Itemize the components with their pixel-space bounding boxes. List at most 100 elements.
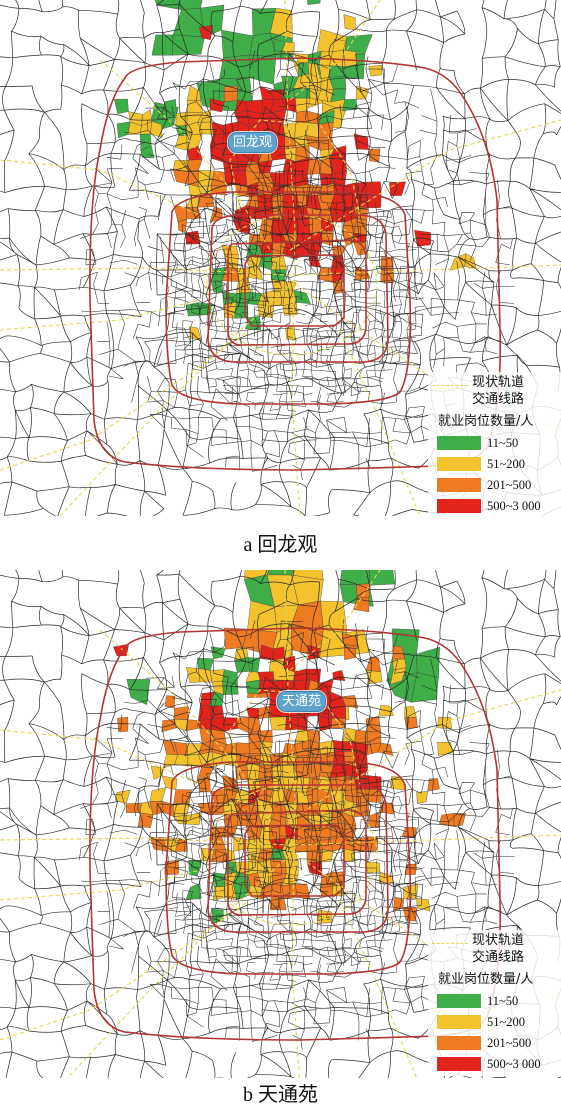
rail-transit-line <box>0 299 201 331</box>
employment-zone-class-3 <box>174 706 189 720</box>
employment-zone-class-1 <box>234 302 249 319</box>
legend-swatch-class-3 <box>437 1036 481 1050</box>
rail-transit-line <box>0 264 561 276</box>
legend-title: 就业岗位数量/人 <box>438 414 534 429</box>
employment-zone-class-4 <box>282 193 299 207</box>
employment-zone-class-2 <box>416 791 428 804</box>
rail-transit-line <box>289 119 561 251</box>
employment-zone-class-2 <box>285 325 296 340</box>
legend-rail-label-line2: 交通线路 <box>472 950 525 965</box>
caption-a: a 回龙观 <box>243 534 318 556</box>
employment-zone-class-2 <box>282 302 298 316</box>
employment-zone-class-3 <box>248 741 262 754</box>
legend-swatch-class-4 <box>437 1057 481 1071</box>
employment-zone-class-3 <box>137 812 154 828</box>
rail-transit-line <box>339 899 418 1078</box>
map-panel-a: 回龙观 现状轨道 交通线路 就业岗位数量/人 11~50 51~200 201~… <box>0 0 561 516</box>
map-panel-b: 天通苑 现状轨道 交通线路 就业岗位数量/人 11~50 51~200 201~… <box>0 570 561 1078</box>
ring-road <box>165 191 412 405</box>
employment-zone-class-1 <box>293 289 311 304</box>
legend-label-class-3: 201~500 <box>487 1036 532 1050</box>
rail-transit-line <box>229 689 361 786</box>
legend-title: 就业岗位数量/人 <box>438 972 534 987</box>
employment-zone-class-3 <box>164 695 176 709</box>
legend-rail-label-line2: 交通线路 <box>472 392 525 407</box>
employment-zones <box>113 570 466 925</box>
rail-transit-line <box>339 329 421 516</box>
legend-label-class-4: 500~3 000 <box>487 1057 541 1071</box>
legend-swatch-class-1 <box>437 436 481 450</box>
employment-zone-class-3 <box>117 716 129 733</box>
employment-zone-class-3 <box>404 717 418 729</box>
employment-zone-class-4 <box>198 719 212 730</box>
rail-transit-line <box>284 570 300 1078</box>
rail-transit-line <box>99 59 271 251</box>
rail-transit-line <box>0 159 201 216</box>
place-label-tiantongyuan: 天通苑 <box>277 691 327 712</box>
ring-road <box>227 809 367 916</box>
rail-transit-line <box>0 834 561 846</box>
employment-zone-class-2 <box>343 49 357 67</box>
employment-zone-class-3 <box>295 184 309 197</box>
employment-zone-class-1 <box>163 99 177 114</box>
employment-zone-class-4 <box>297 218 311 235</box>
employment-zone-class-2 <box>221 754 237 767</box>
employment-zone-class-2 <box>210 669 225 683</box>
employment-zone-class-4 <box>282 205 299 221</box>
employment-zone-class-3 <box>236 742 250 755</box>
employment-zone-class-2 <box>150 121 163 138</box>
rail-transit-line <box>284 0 301 516</box>
legend-label-class-2: 51~200 <box>487 457 526 471</box>
ring-road <box>207 784 389 933</box>
map-legend: 现状轨道 交通线路 就业岗位数量/人 11~50 51~200 201~500 … <box>428 372 561 516</box>
legend-label-class-3: 201~500 <box>487 478 532 492</box>
legend-rail-label-line1: 现状轨道 <box>472 375 525 390</box>
rail-transit-line <box>0 869 201 901</box>
employment-zone-class-3 <box>367 731 382 745</box>
legend-swatch-class-2 <box>437 457 481 471</box>
employment-zone-class-3 <box>427 778 440 792</box>
employment-zone-class-3 <box>318 137 335 151</box>
employment-zone-class-1 <box>247 657 260 673</box>
ring-road <box>244 254 345 327</box>
employment-zone-class-3 <box>295 883 311 899</box>
employment-zone-class-2 <box>437 742 454 756</box>
caption-b: b 天通苑 <box>243 1084 318 1106</box>
employment-zone-class-3 <box>259 729 273 743</box>
rail-transit-line <box>0 729 201 786</box>
employment-zone-class-1 <box>172 34 205 56</box>
employment-zone-class-1 <box>410 672 439 703</box>
employment-zone-class-3 <box>344 644 357 661</box>
legend-label-class-1: 11~50 <box>487 994 519 1008</box>
employment-zone-class-4 <box>257 671 275 682</box>
rail-transit-line <box>59 284 291 516</box>
employment-zone-class-3 <box>368 148 381 163</box>
rail-transit-line <box>66 854 291 1078</box>
employment-zone-class-1 <box>210 646 226 660</box>
rail-transit-line <box>229 119 361 216</box>
place-label-huilongguan: 回龙观 <box>228 132 278 153</box>
legend-swatch-class-1 <box>437 994 481 1008</box>
employment-zone-class-3 <box>353 597 370 613</box>
employment-zone-class-2 <box>198 185 213 194</box>
legend-swatch-class-3 <box>437 478 481 492</box>
ring-road <box>227 239 367 346</box>
legend-label-class-1: 11~50 <box>487 436 519 450</box>
employment-zone-class-1 <box>339 570 370 586</box>
employment-zone-class-3 <box>379 802 395 815</box>
legend-swatch-class-2 <box>437 1015 481 1029</box>
employment-zone-class-2 <box>223 302 237 319</box>
employment-zone-class-2 <box>269 716 287 731</box>
employment-zone-class-4 <box>209 705 225 720</box>
legend-label-class-2: 51~200 <box>487 1015 526 1029</box>
rail-line-legend-symbol <box>432 943 468 944</box>
ring-road <box>165 761 412 975</box>
legend-rail-label-line1: 现状轨道 <box>472 933 525 948</box>
employment-zone-class-4 <box>210 717 225 732</box>
employment-zone-class-3 <box>269 752 284 767</box>
legend-label-class-4: 500~3 000 <box>487 499 541 513</box>
employment-zone-class-4 <box>198 25 213 41</box>
ring-road <box>207 214 389 363</box>
rail-transit-line <box>99 629 271 821</box>
road-network <box>0 0 561 516</box>
